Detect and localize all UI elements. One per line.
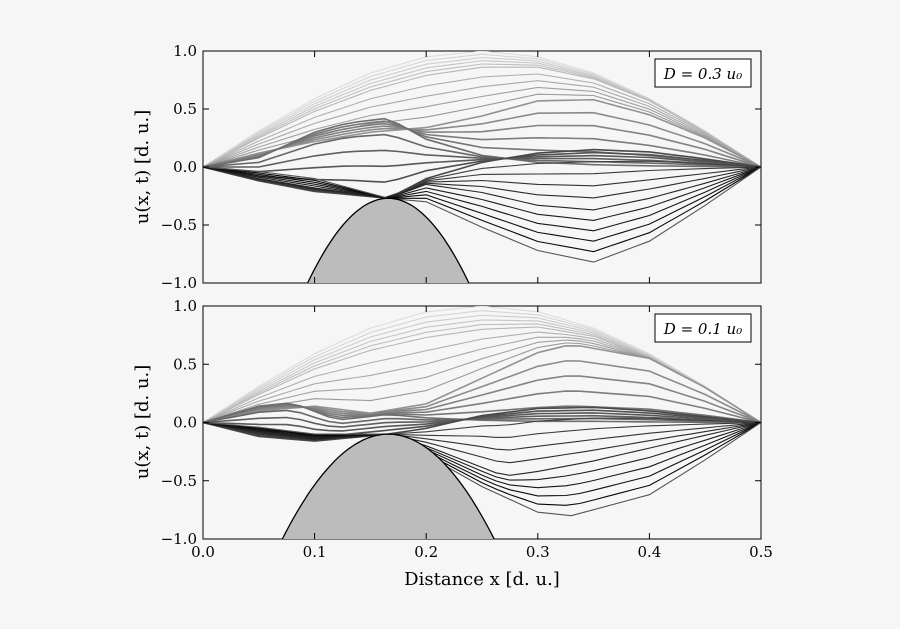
series-line (203, 117, 761, 168)
series-line (203, 111, 761, 168)
series-line (203, 421, 761, 481)
series-line (203, 166, 761, 253)
series-line (203, 421, 761, 441)
x-tick-label: 0.0 (191, 543, 215, 561)
series-line (203, 66, 761, 168)
series-group-bottom (203, 306, 761, 539)
x-tick-label: 0.3 (526, 543, 550, 561)
series-line (203, 166, 761, 232)
series-line (203, 417, 761, 442)
ylabel-top: u(x, t) [d. u.] (132, 110, 153, 225)
legend-top: D = 0.3 u₀ (654, 58, 752, 88)
y-tick-label: 1.0 (173, 297, 197, 315)
series-line (203, 406, 761, 442)
x-tick-label: 0.5 (749, 543, 773, 561)
ticks-bottom: 0.0 0.1 0.2 0.3 0.4 0.5 1.0 0.5 0.0 −0.5 −1.0 (161, 297, 773, 561)
obstacle-shape (306, 197, 470, 283)
legend-text-top: D = 0.3 u₀ (663, 65, 742, 83)
series-line (203, 402, 761, 424)
series-line (203, 149, 761, 168)
ticks-top: 1.0 0.5 0.0 −0.5 −1.0 (161, 42, 762, 292)
series-line (203, 421, 761, 497)
y-tick-label: 1.0 (173, 42, 197, 60)
series-line (203, 421, 761, 517)
legend-box-top (654, 58, 752, 88)
series-line (203, 409, 761, 425)
series-line (203, 421, 761, 489)
y-tick-label: −1.0 (161, 274, 197, 292)
series-line (203, 80, 761, 168)
series-group-top (203, 51, 761, 283)
series-line (203, 160, 761, 199)
x-tick-label: 0.1 (303, 543, 327, 561)
series-line (203, 73, 761, 168)
series-line (203, 124, 761, 168)
panel-bottom: 0.0 0.1 0.2 0.3 0.4 0.5 1.0 0.5 0.0 −0.5 −1.0 D = … (132, 297, 773, 590)
xlabel-bottom: Distance x [d. u.] (404, 569, 560, 590)
y-tick-label: −0.5 (161, 216, 197, 234)
series-line (203, 414, 761, 428)
series-line (203, 166, 761, 199)
series-line (203, 148, 761, 199)
series-line (203, 421, 761, 476)
series-line (203, 86, 761, 168)
series-line (203, 166, 761, 221)
series-line (203, 154, 761, 173)
axes-frame-top (202, 50, 762, 284)
series-line (203, 412, 761, 432)
legend-bottom: D = 0.1 u₀ (654, 313, 752, 343)
series-line (203, 166, 761, 242)
panel-top: 1.0 0.5 0.0 −0.5 −1.0 D = 0.3 u₀ u(x, t) [d.… (132, 42, 762, 292)
legend-text-bottom: D = 0.1 u₀ (663, 320, 742, 338)
series-line (203, 421, 761, 451)
y-tick-label: 0.5 (173, 100, 197, 118)
series-line (203, 421, 761, 506)
y-tick-label: 0.5 (173, 355, 197, 373)
y-tick-label: −0.5 (161, 472, 197, 490)
series-line (203, 421, 761, 464)
series-line (203, 98, 761, 168)
x-tick-label: 0.4 (637, 543, 661, 561)
series-line (203, 166, 761, 199)
series-line (203, 133, 761, 168)
obstacle-shape (281, 433, 495, 539)
ylabel-bottom: u(x, t) [d. u.] (132, 365, 153, 480)
series-line (203, 122, 761, 168)
y-tick-label: 0.0 (173, 158, 197, 176)
series-line (203, 166, 761, 263)
x-tick-label: 0.2 (414, 543, 438, 561)
series-line (203, 166, 761, 199)
legend-box-bottom (654, 313, 752, 343)
series-line (203, 166, 761, 211)
y-tick-label: −1.0 (161, 530, 197, 548)
y-tick-label: 0.0 (173, 414, 197, 432)
